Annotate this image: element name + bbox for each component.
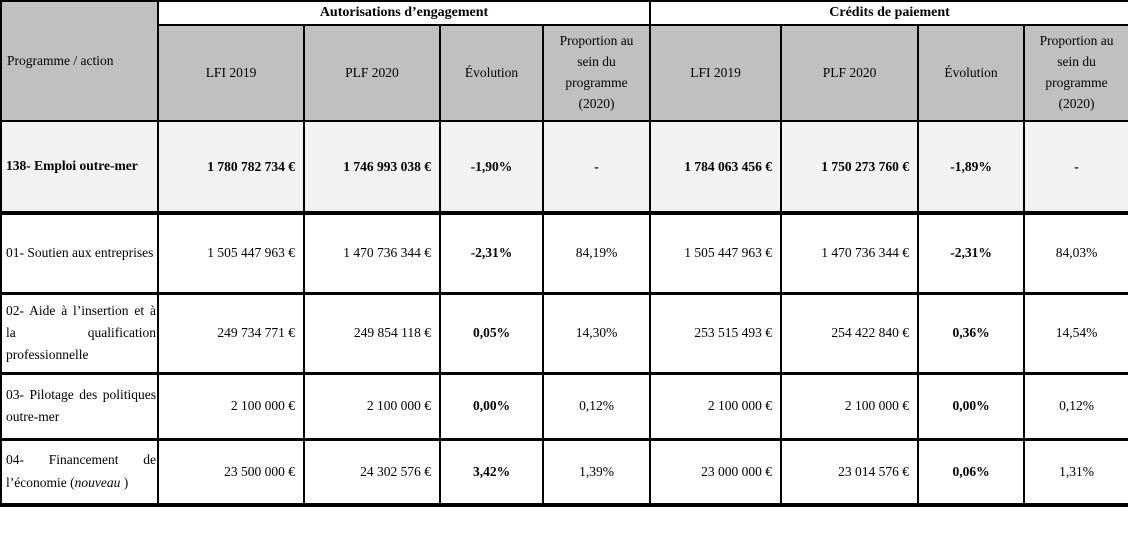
group-header-credits-paiement: Crédits de paiement: [649, 0, 1128, 26]
cp-proportion-value: 14,54%: [1023, 292, 1128, 375]
cp-evolution-value: 0,06%: [917, 438, 1026, 507]
cp-evolution-value: 0,00%: [917, 372, 1026, 441]
ae-evolution-value: -2,31%: [439, 212, 544, 295]
ae-proportion-value: -: [541, 120, 652, 215]
col-header-ae-proportion: Proportion au sein du programme (2020): [541, 24, 652, 122]
cp-lfi-value: 253 515 493 €: [649, 292, 783, 375]
table-row-action-01: 01- Soutien aux entreprises 1 505 447 96…: [0, 212, 1128, 295]
ae-lfi-value: 249 734 771 €: [157, 292, 305, 375]
ae-proportion-value: 84,19%: [541, 212, 652, 295]
ae-proportion-value: 14,30%: [541, 292, 652, 375]
ae-plf-value: 24 302 576 €: [303, 438, 441, 507]
cp-plf-value: 23 014 576 €: [780, 438, 920, 507]
col-header-ae-lfi-2019: LFI 2019: [157, 24, 305, 122]
table-row-action-03: 03- Pilotage des politiques outre-mer 2 …: [0, 372, 1128, 441]
table-row-programme-138: 138- Emploi outre-mer 1 780 782 734 € 1 …: [0, 120, 1128, 215]
row-label: 138- Emploi outre-mer: [0, 120, 159, 215]
row-label: 03- Pilotage des politiques outre-mer: [0, 372, 159, 441]
table-row-action-02: 02- Aide à l’insertion et à la qualifica…: [0, 292, 1128, 375]
ae-plf-value: 2 100 000 €: [303, 372, 441, 441]
table-group-header-row: Programme / action Autorisations d’engag…: [0, 0, 1128, 122]
cp-lfi-value: 1 784 063 456 €: [649, 120, 783, 215]
row-label-close-paren: ): [123, 474, 129, 490]
cp-plf-value: 254 422 840 €: [780, 292, 920, 375]
ae-lfi-value: 1 505 447 963 €: [157, 212, 305, 295]
cp-lfi-value: 23 000 000 €: [649, 438, 783, 507]
col-header-ae-plf-2020: PLF 2020: [303, 24, 441, 122]
table-column-header-row: LFI 2019 PLF 2020 Évolution Proportion a…: [1, 24, 1128, 122]
col-header-cp-evolution: Évolution: [917, 24, 1026, 122]
row-label: 01- Soutien aux entreprises: [0, 212, 159, 295]
col-header-cp-proportion: Proportion au sein du programme (2020): [1023, 24, 1128, 122]
col-header-cp-lfi-2019: LFI 2019: [649, 24, 783, 122]
ae-evolution-value: 0,05%: [439, 292, 544, 375]
group-header-autorisations-engagement: Autorisations d’engagement: [156, 0, 652, 26]
cp-lfi-value: 2 100 000 €: [649, 372, 783, 441]
row-label-text: 04- Financement de l’économie (: [6, 452, 156, 490]
ae-proportion-value: 1,39%: [541, 438, 652, 507]
cp-evolution-value: 0,36%: [917, 292, 1026, 375]
cp-proportion-value: 84,03%: [1023, 212, 1128, 295]
cp-lfi-value: 1 505 447 963 €: [649, 212, 783, 295]
ae-plf-value: 1 746 993 038 €: [303, 120, 441, 215]
cp-plf-value: 1 470 736 344 €: [780, 212, 920, 295]
ae-evolution-value: 0,00%: [439, 372, 544, 441]
ae-proportion-value: 0,12%: [541, 372, 652, 441]
corner-header-programme-action: Programme / action: [0, 0, 159, 122]
cp-evolution-value: -1,89%: [917, 120, 1026, 215]
col-header-cp-plf-2020: PLF 2020: [780, 24, 920, 122]
ae-evolution-value: 3,42%: [439, 438, 544, 507]
cp-proportion-value: 0,12%: [1023, 372, 1128, 441]
ae-lfi-value: 23 500 000 €: [157, 438, 305, 507]
cp-plf-value: 1 750 273 760 €: [780, 120, 920, 215]
row-label: 04- Financement de l’économie (nouveau ): [0, 438, 159, 507]
ae-plf-value: 1 470 736 344 €: [303, 212, 441, 295]
row-label-nouveau: nouveau: [74, 474, 124, 490]
cp-proportion-value: 1,31%: [1023, 438, 1128, 507]
ae-lfi-value: 1 780 782 734 €: [157, 120, 305, 215]
cp-evolution-value: -2,31%: [917, 212, 1026, 295]
cp-plf-value: 2 100 000 €: [780, 372, 920, 441]
budget-table: Programme / action Autorisations d’engag…: [0, 0, 1128, 507]
row-label: 02- Aide à l’insertion et à la qualifica…: [0, 292, 159, 375]
table-row-action-04: 04- Financement de l’économie (nouveau )…: [0, 438, 1128, 507]
ae-plf-value: 249 854 118 €: [303, 292, 441, 375]
ae-lfi-value: 2 100 000 €: [157, 372, 305, 441]
col-header-ae-evolution: Évolution: [439, 24, 544, 122]
cp-proportion-value: -: [1023, 120, 1128, 215]
ae-evolution-value: -1,90%: [439, 120, 544, 215]
